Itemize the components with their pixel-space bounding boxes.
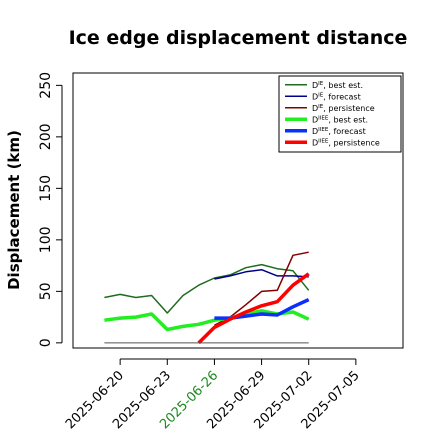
plot-frame — [72, 72, 404, 349]
y-tick-label: 100 — [38, 226, 54, 253]
legend-label: DIIEE, best est. — [312, 115, 368, 124]
y-tick-label: 250 — [38, 72, 54, 99]
y-tick-label: 150 — [38, 175, 54, 202]
legend-label: DIE, forecast — [312, 92, 361, 101]
series-line — [104, 263, 310, 314]
legend-label: DIE, best est. — [312, 81, 363, 90]
series-line — [214, 268, 309, 280]
legend-label: DIIEE, forecast — [312, 127, 366, 136]
legend-label: DIE, persistence — [312, 104, 375, 113]
legend: DIE, best est. DIE, forecast DIE, persiste… — [278, 75, 402, 153]
series-line — [197, 272, 310, 345]
series-line — [214, 298, 310, 320]
y-tick-label: 50 — [38, 282, 54, 300]
legend-box — [278, 75, 402, 153]
y-axis-label: Displacement (km) — [5, 130, 23, 290]
y-tick-label: 0 — [38, 338, 54, 347]
y-tick-label: 200 — [38, 123, 54, 150]
chart-title: Ice edge displacement distance — [69, 27, 408, 49]
legend-label: DIIEE, persistence — [312, 138, 380, 147]
